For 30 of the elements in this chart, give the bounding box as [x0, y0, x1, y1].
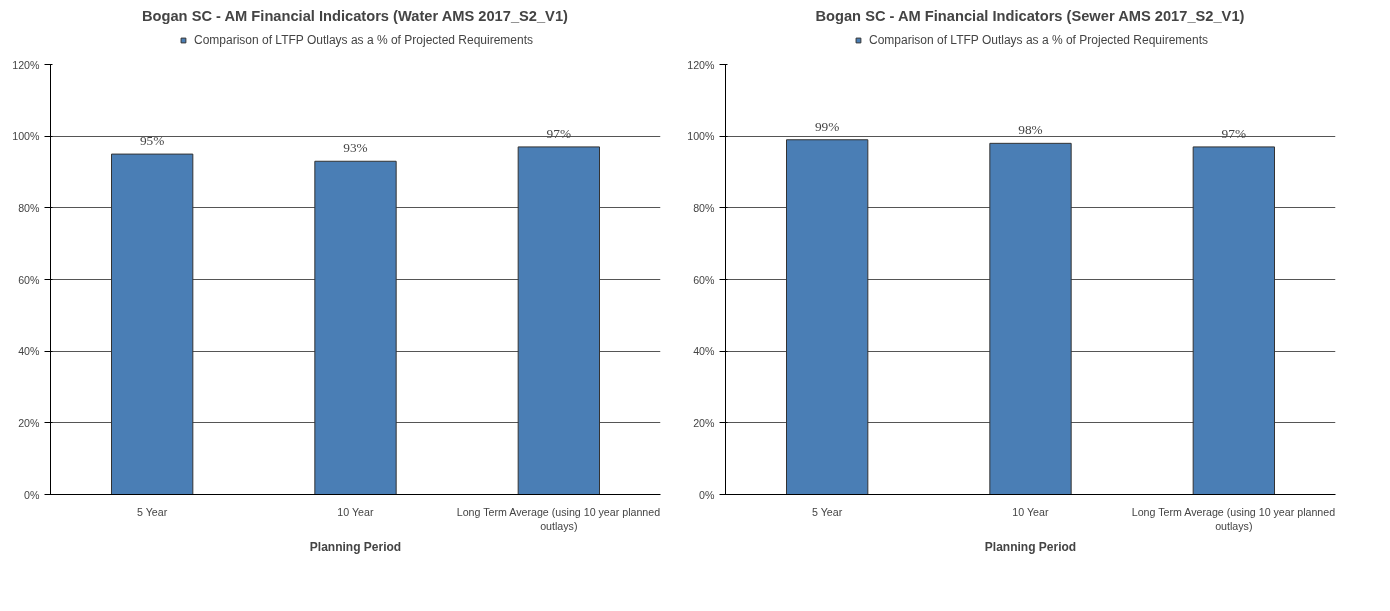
- y-tick-label: 120%: [12, 58, 41, 71]
- x-axis-title: Planning Period: [309, 539, 402, 554]
- y-tick-label: 40%: [18, 345, 41, 358]
- x-tick-label: 5 Year: [811, 505, 843, 518]
- y-tick-label: 60%: [18, 273, 41, 286]
- y-tick-label: 20%: [693, 416, 716, 429]
- data-label: 99%: [814, 118, 840, 134]
- y-tick-label: 100%: [12, 130, 41, 143]
- data-label: 98%: [1018, 122, 1043, 138]
- chart-title: Bogan SC - AM Financial Indicators (Sewer AMS 2017_S2_V1): [815, 7, 1245, 24]
- x-tick-label: 5 Year: [136, 505, 168, 518]
- x-tick-label: Long Term Average (using 10 year planned outlays): [1131, 505, 1336, 532]
- x-axis-title: Planning Period: [984, 539, 1077, 554]
- legend-label: Comparison of LTFP Outlays as a % of Projected Requirements: [193, 33, 534, 47]
- x-tick-label: 10 Year: [1012, 505, 1049, 518]
- y-tick-label: 0%: [24, 488, 41, 501]
- y-tick-label: 80%: [693, 201, 716, 214]
- x-tick-label: Long Term Average (using 10 year planned outlays): [456, 505, 661, 532]
- legend-label: Comparison of LTFP Outlays as a % of Projected Requirements: [868, 33, 1209, 47]
- y-tick-label: 120%: [687, 58, 716, 71]
- y-tick-label: 80%: [18, 201, 41, 214]
- y-tick-label: 20%: [18, 416, 41, 429]
- y-tick-label: 60%: [693, 273, 716, 286]
- y-tick-label: 100%: [687, 130, 716, 143]
- y-tick-label: 0%: [699, 488, 716, 501]
- data-label: 93%: [343, 140, 368, 156]
- chart-title: Bogan SC - AM Financial Indicators (Water AMS 2017_S2_V1): [141, 7, 569, 24]
- y-tick-label: 40%: [693, 345, 716, 358]
- data-label: 95%: [139, 133, 165, 149]
- x-tick-label: 10 Year: [337, 505, 374, 518]
